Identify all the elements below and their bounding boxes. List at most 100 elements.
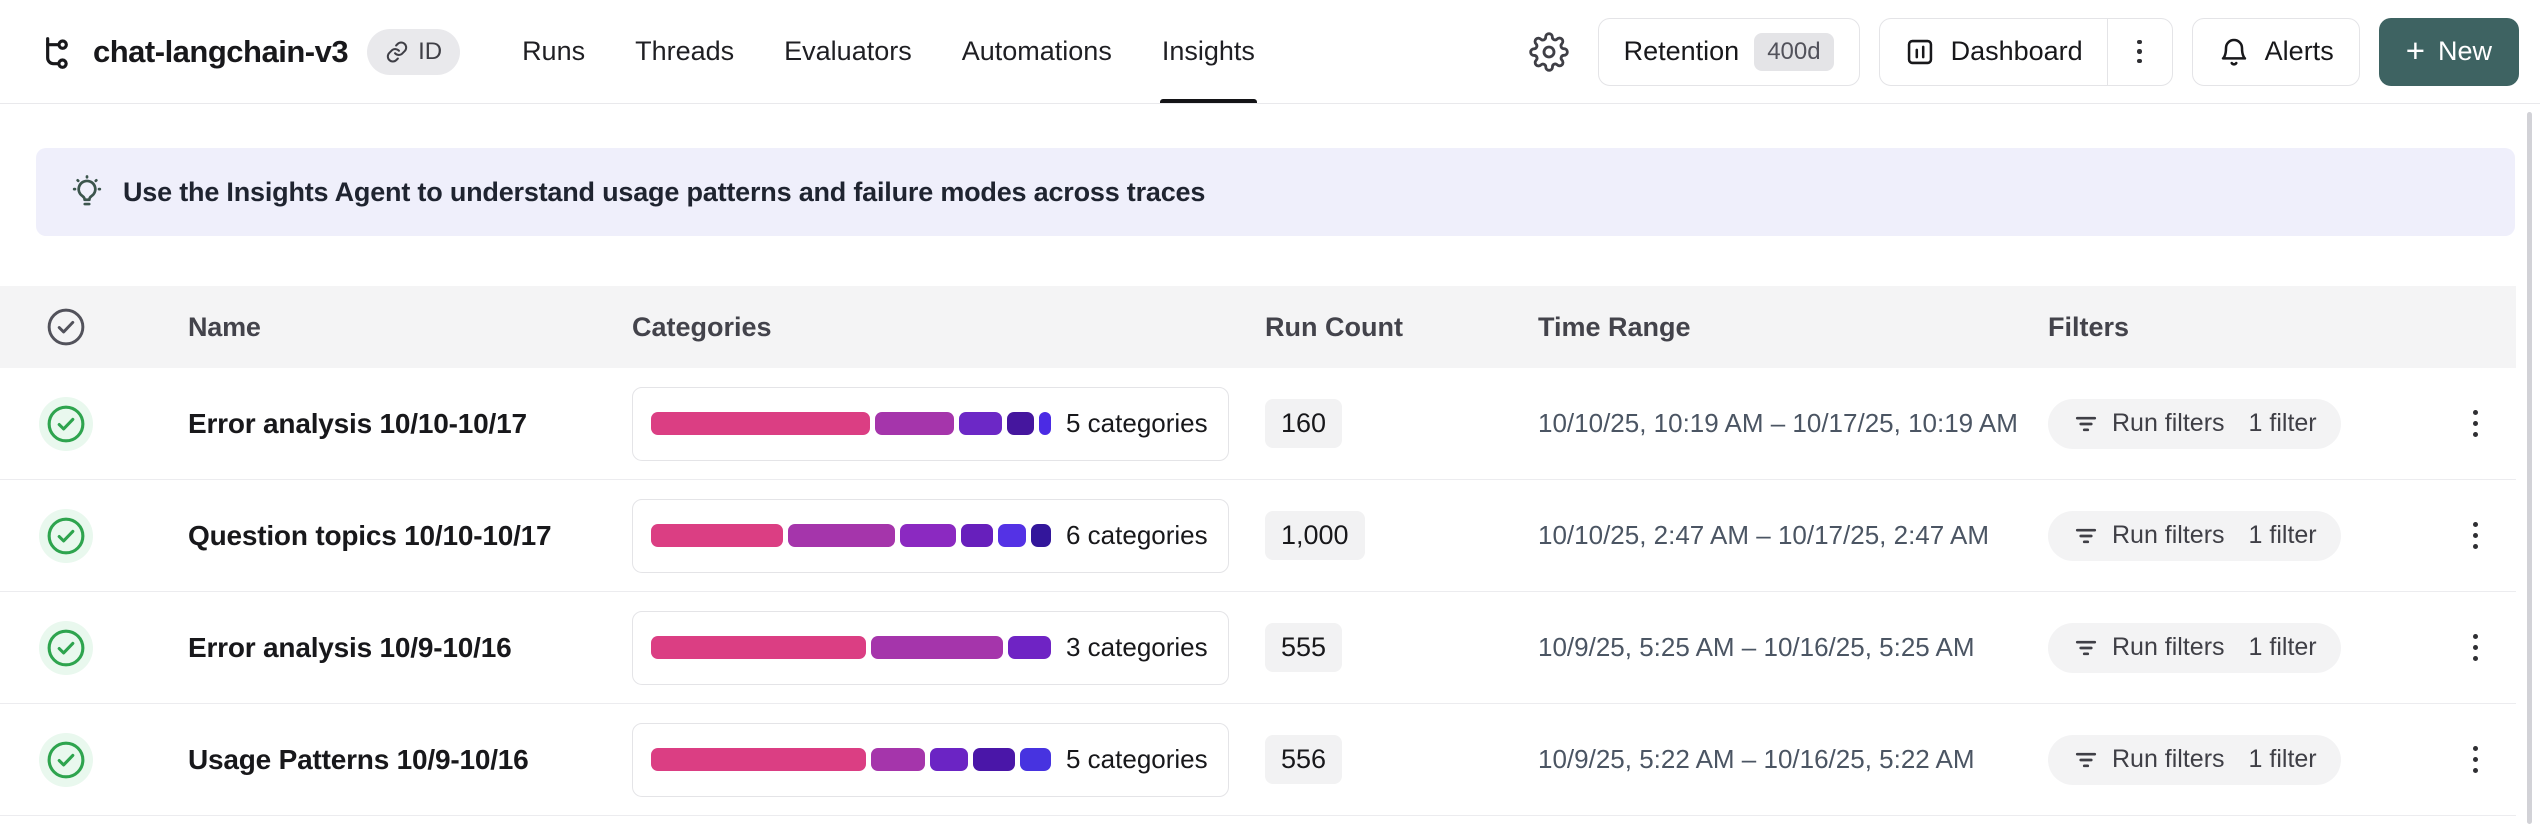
- category-segment: [651, 636, 866, 659]
- run-count-badge: 160: [1265, 399, 1343, 448]
- bar-chart-icon: [1907, 39, 1932, 64]
- retention-days-badge: 400d: [1754, 32, 1834, 71]
- success-check-icon: [39, 732, 93, 787]
- categories-box[interactable]: 5 categories: [632, 722, 1229, 797]
- row-menu-button[interactable]: [2461, 514, 2490, 557]
- category-bar: [651, 524, 1052, 547]
- row-menu-button[interactable]: [2461, 626, 2490, 669]
- table-body: Error analysis 10/10-10/17 5 categories …: [0, 368, 2516, 816]
- row-status-cell: [0, 508, 130, 563]
- tab-automations[interactable]: Automations: [961, 36, 1112, 66]
- time-range: 10/10/25, 10:19 AM – 10/17/25, 10:19 AM: [1538, 408, 2018, 438]
- retention-button[interactable]: Retention 400d: [1597, 17, 1860, 86]
- page-title: chat-langchain-v3: [93, 33, 349, 69]
- primary-nav: Runs Threads Evaluators Automations Insights: [522, 0, 1257, 103]
- alerts-button[interactable]: Alerts: [2191, 17, 2360, 86]
- category-bar: [651, 748, 1051, 771]
- category-segment: [651, 524, 783, 547]
- tab-evaluators[interactable]: Evaluators: [784, 36, 912, 66]
- column-header-categories[interactable]: Categories: [632, 311, 772, 342]
- run-filters-badge[interactable]: Run filters 1 filter: [2048, 622, 2341, 673]
- row-status-cell: [0, 620, 130, 675]
- table-row: Usage Patterns 10/9-10/16 5 categories 5…: [0, 704, 2516, 816]
- category-segment: [1008, 636, 1051, 659]
- filter-count: 1 filter: [2248, 745, 2317, 773]
- time-range: 10/9/25, 5:22 AM – 10/16/25, 5:22 AM: [1538, 744, 1975, 774]
- id-badge-label: ID: [418, 37, 443, 65]
- category-segment: [1006, 412, 1035, 435]
- row-menu-button[interactable]: [2461, 738, 2490, 781]
- success-check-icon: [39, 620, 93, 675]
- categories-box[interactable]: 5 categories: [632, 386, 1229, 461]
- new-button-label: New: [2437, 36, 2492, 66]
- category-segment: [998, 524, 1027, 547]
- filter-label: Run filters: [2112, 521, 2225, 549]
- insights-table: Name Categories Run Count Time Range Fil…: [0, 286, 2516, 816]
- dashboard-label: Dashboard: [1950, 36, 2083, 66]
- new-button[interactable]: + New: [2378, 17, 2519, 86]
- filter-label: Run filters: [2112, 633, 2225, 661]
- retention-label: Retention: [1623, 36, 1740, 66]
- run-count-badge: 1,000: [1265, 511, 1365, 560]
- category-segment: [973, 748, 1016, 771]
- header-actions: Retention 400d Dashboard: [1528, 17, 2519, 86]
- select-all-cell[interactable]: [0, 305, 130, 349]
- filter-label: Run filters: [2112, 409, 2225, 437]
- table-row: Question topics 10/10-10/17 6 categories…: [0, 480, 2516, 592]
- category-segment: [1020, 748, 1051, 771]
- run-filters-badge[interactable]: Run filters 1 filter: [2048, 734, 2341, 785]
- category-segment: [870, 636, 1004, 659]
- column-header-name[interactable]: Name: [188, 311, 261, 342]
- row-status-cell: [0, 396, 130, 451]
- category-segment: [787, 524, 896, 547]
- filter-count: 1 filter: [2248, 633, 2317, 661]
- row-status-cell: [0, 732, 130, 787]
- tab-insights[interactable]: Insights: [1159, 0, 1257, 103]
- insight-name-link[interactable]: Error analysis 10/9-10/16: [188, 631, 512, 663]
- trace-tree-icon: [36, 32, 76, 72]
- column-header-filters[interactable]: Filters: [2048, 311, 2130, 342]
- categories-count-label: 5 categories: [1066, 744, 1208, 774]
- categories-count-label: 5 categories: [1066, 408, 1208, 438]
- button-divider: [2106, 18, 2108, 85]
- category-segment: [929, 748, 969, 771]
- project-header: chat-langchain-v3 ID Runs Threads Evaluato…: [0, 0, 2540, 104]
- insight-name-link[interactable]: Question topics 10/10-10/17: [188, 519, 552, 551]
- dashboard-more-menu-button[interactable]: [2108, 19, 2172, 85]
- bell-icon: [2221, 38, 2246, 66]
- categories-count-label: 3 categories: [1066, 632, 1208, 662]
- tab-threads[interactable]: Threads: [635, 36, 735, 66]
- copy-id-button[interactable]: ID: [367, 28, 461, 75]
- categories-count-label: 6 categories: [1066, 520, 1208, 550]
- insight-name-link[interactable]: Usage Patterns 10/9-10/16: [188, 743, 529, 775]
- dashboard-button-group: Dashboard: [1878, 17, 2173, 86]
- time-range: 10/10/25, 2:47 AM – 10/17/25, 2:47 AM: [1538, 520, 1990, 550]
- category-bar: [651, 412, 1051, 435]
- dashboard-button[interactable]: Dashboard: [1880, 19, 2107, 85]
- settings-gear-icon[interactable]: [1528, 31, 1569, 72]
- filter-count: 1 filter: [2248, 521, 2317, 549]
- success-check-icon: [39, 508, 93, 563]
- lightbulb-icon: [72, 175, 102, 206]
- row-menu-button[interactable]: [2461, 402, 2490, 445]
- insight-name-link[interactable]: Error analysis 10/10-10/17: [188, 407, 527, 439]
- link-icon: [386, 41, 408, 62]
- vertical-scrollbar[interactable]: [2527, 112, 2532, 824]
- column-header-run-count[interactable]: Run Count: [1265, 311, 1403, 342]
- categories-box[interactable]: 3 categories: [632, 610, 1229, 685]
- tab-runs[interactable]: Runs: [522, 36, 586, 66]
- table-header-row: Name Categories Run Count Time Range Fil…: [0, 286, 2516, 368]
- categories-box[interactable]: 6 categories: [632, 498, 1229, 573]
- column-header-time-range[interactable]: Time Range: [1538, 311, 1691, 342]
- check-circle-icon: [47, 308, 85, 346]
- alerts-label: Alerts: [2264, 36, 2334, 66]
- category-segment: [900, 524, 957, 547]
- run-filters-badge[interactable]: Run filters 1 filter: [2048, 398, 2341, 449]
- filter-icon: [2075, 528, 2097, 543]
- filter-count: 1 filter: [2248, 409, 2317, 437]
- category-segment: [870, 748, 925, 771]
- run-filters-badge[interactable]: Run filters 1 filter: [2048, 510, 2341, 561]
- category-segment: [875, 412, 954, 435]
- category-bar: [651, 636, 1051, 659]
